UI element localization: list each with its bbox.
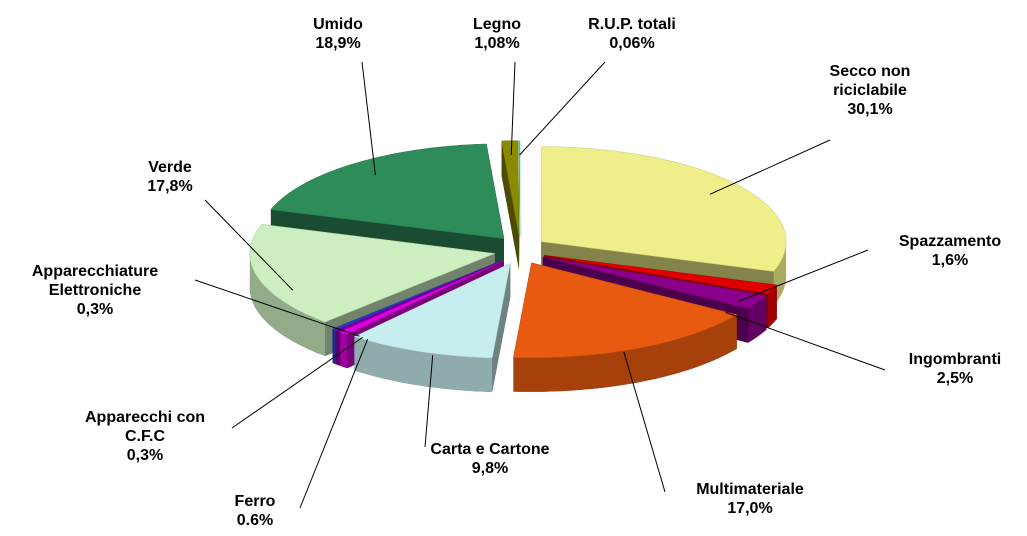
data-label: Apparecchi con C.F.C 0,3% [65, 408, 225, 465]
value-label: 18,9% [315, 35, 361, 52]
slice [513, 262, 738, 359]
leader-line [361, 61, 376, 176]
data-label: R.U.P. totali 0,06% [588, 15, 676, 53]
slice-wall [332, 328, 336, 365]
value-label: 0,3% [126, 447, 164, 464]
data-label: Ferro 0.6% [235, 492, 276, 530]
leader-line [299, 339, 369, 509]
value-label: 9,8% [471, 460, 509, 477]
slice [544, 254, 778, 295]
category-label: Secco non riciclabile [829, 63, 911, 99]
slice [542, 256, 768, 309]
data-label: Verde 17,8% [147, 158, 192, 196]
leader-line [204, 199, 294, 291]
slice [270, 143, 505, 239]
slice-wall [513, 314, 737, 392]
slice [540, 146, 787, 272]
category-label: Apparecchi con C.F.C [84, 409, 206, 445]
value-label: 2,5% [936, 370, 974, 387]
slice-wall [767, 285, 777, 328]
slice [518, 140, 521, 236]
value-label: 17,8% [147, 178, 193, 195]
category-label: Umido [313, 16, 363, 33]
category-label: Spazzamento [898, 233, 1002, 250]
slice [501, 140, 520, 236]
category-label: Multimateriale [696, 481, 804, 498]
data-label: Apparecchiature Elettroniche 0,3% [10, 262, 180, 319]
slice-wall [249, 253, 326, 356]
leader-line [725, 312, 886, 371]
leader-line [738, 249, 869, 302]
value-label: 1,6% [931, 252, 969, 269]
data-label: Ingombranti 2,5% [909, 350, 1001, 388]
data-label: Multimateriale 17,0% [696, 480, 804, 518]
slice [353, 262, 511, 359]
value-label: 17,0% [727, 500, 773, 517]
category-label: Ingombranti [908, 351, 1002, 368]
data-label: Legno 1,08% [473, 15, 521, 53]
category-label: Apparecchiature Elettroniche [31, 263, 159, 299]
slice-wall [748, 295, 767, 343]
slice-wall [336, 330, 340, 366]
leader-line [194, 279, 360, 337]
slice [331, 260, 503, 331]
slice-wall [354, 336, 493, 392]
slice-side [501, 141, 519, 270]
category-label: Carta e Cartone [430, 441, 550, 458]
category-label: Legno [473, 16, 521, 33]
category-label: Ferro [234, 493, 276, 510]
slice [339, 260, 504, 335]
leader-line [623, 352, 666, 493]
slice [249, 224, 496, 323]
category-label: Verde [148, 159, 192, 176]
category-label: R.U.P. totali [588, 16, 676, 33]
data-label: Secco non riciclabile 30,1% [805, 62, 935, 119]
leader-line [424, 355, 434, 448]
data-label: Spazzamento 1,6% [899, 232, 1001, 270]
value-label: 0,06% [609, 35, 655, 52]
leader-line [510, 61, 516, 156]
data-label: Carta e Cartone 9,8% [430, 440, 549, 478]
value-label: 1,08% [474, 35, 520, 52]
leader-line [231, 336, 363, 429]
leader-line [519, 61, 606, 156]
leader-line [709, 139, 831, 195]
value-label: 30,1% [847, 101, 893, 118]
value-label: 0,3% [76, 301, 114, 318]
slice [335, 260, 503, 332]
value-label: 0.6% [236, 512, 274, 529]
data-label: Umido 18,9% [313, 15, 363, 53]
